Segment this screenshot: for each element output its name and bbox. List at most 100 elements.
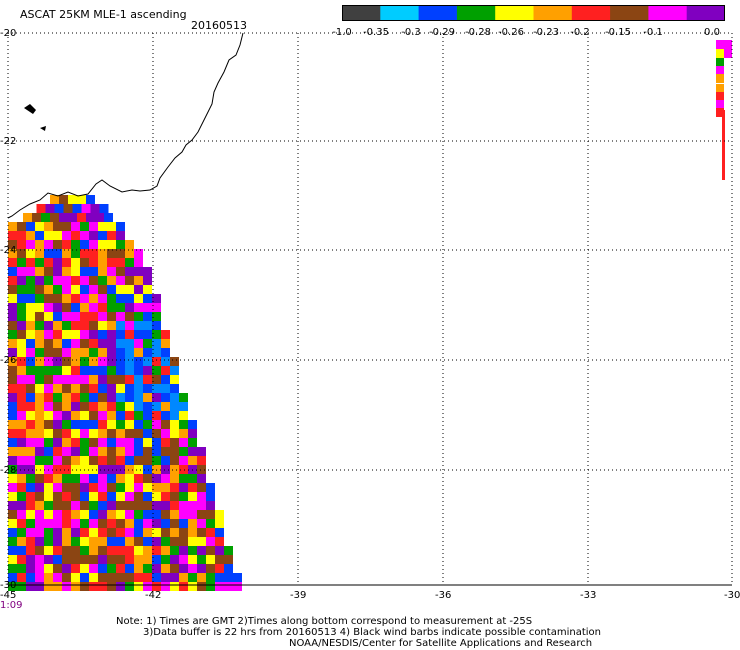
data-cell [89, 348, 98, 357]
data-cell [143, 474, 152, 483]
data-cell [62, 375, 71, 384]
data-cell [161, 411, 170, 420]
data-cell [80, 357, 89, 366]
data-cell [44, 555, 53, 564]
data-cell [35, 321, 44, 330]
data-cell [17, 528, 26, 537]
data-cell [71, 294, 80, 303]
data-cell [71, 456, 80, 465]
data-cell [44, 357, 53, 366]
data-cell [170, 492, 179, 501]
data-cell [35, 420, 44, 429]
data-cell [44, 222, 53, 231]
data-cell [98, 438, 107, 447]
data-cell [98, 375, 107, 384]
data-cell [125, 492, 134, 501]
data-cell [107, 420, 116, 429]
data-cell [89, 231, 98, 240]
data-cell [224, 564, 233, 573]
data-cell [99, 204, 109, 213]
data-cell [26, 546, 35, 555]
data-cell [143, 366, 152, 375]
data-cell [134, 519, 143, 528]
data-cell [197, 465, 206, 474]
data-cell [77, 195, 86, 204]
data-cell [35, 375, 44, 384]
data-cell [125, 483, 134, 492]
data-cell [80, 231, 89, 240]
data-cell [35, 438, 44, 447]
data-cell [71, 573, 80, 582]
data-cell [71, 348, 80, 357]
data-cell [17, 276, 26, 285]
data-cell [134, 573, 143, 582]
data-cell [62, 501, 71, 510]
data-cell [98, 231, 107, 240]
data-cell [62, 474, 71, 483]
data-cell [44, 438, 53, 447]
data-cell [179, 465, 188, 474]
data-cell [206, 537, 215, 546]
data-cell [143, 393, 152, 402]
data-cell [188, 528, 197, 537]
data-cell [143, 465, 152, 474]
data-cell [17, 429, 26, 438]
data-cell [179, 519, 188, 528]
data-cell [8, 285, 17, 294]
data-cell [107, 483, 116, 492]
data-cell [44, 429, 53, 438]
data-cell [80, 573, 89, 582]
colorbar-swatch [610, 5, 649, 21]
data-cell [152, 303, 161, 312]
data-cell [41, 213, 50, 222]
data-cell [80, 339, 89, 348]
data-cell [116, 231, 125, 240]
data-cell [89, 411, 98, 420]
data-cell [134, 348, 143, 357]
data-cell [143, 303, 152, 312]
data-cell [71, 465, 80, 474]
data-cell [224, 555, 233, 564]
longitude-label: -30 [724, 590, 740, 601]
data-cell [89, 537, 98, 546]
data-cell [170, 420, 179, 429]
data-cell [134, 474, 143, 483]
data-cell [107, 303, 116, 312]
data-cell [98, 411, 107, 420]
data-cell [89, 492, 98, 501]
data-cell [143, 312, 152, 321]
data-cell [152, 321, 161, 330]
data-cell [8, 582, 17, 591]
data-cell [716, 66, 724, 75]
data-cell [26, 240, 35, 249]
data-cell [80, 330, 89, 339]
map-date: 20160513 [191, 19, 247, 32]
data-cell [215, 564, 224, 573]
data-cell [206, 492, 215, 501]
data-cell [80, 285, 89, 294]
data-cell [152, 330, 161, 339]
data-cell [107, 402, 116, 411]
data-cell [98, 564, 107, 573]
data-cell [80, 447, 89, 456]
data-cell [116, 402, 125, 411]
data-cell [143, 546, 152, 555]
data-cell [35, 294, 44, 303]
data-cell [26, 375, 35, 384]
data-cell [143, 447, 152, 456]
data-cell [197, 456, 206, 465]
data-cell [17, 348, 26, 357]
data-cell [125, 474, 134, 483]
data-cell [26, 294, 35, 303]
data-cell [80, 492, 89, 501]
data-cell [17, 510, 26, 519]
latitude-label: -26 [0, 355, 17, 366]
data-cell [80, 438, 89, 447]
data-cell [161, 447, 170, 456]
data-cell [71, 303, 80, 312]
data-cell [44, 510, 53, 519]
data-cell [53, 222, 62, 231]
data-cell [98, 294, 107, 303]
data-cell [104, 213, 113, 222]
data-cell [716, 58, 724, 67]
